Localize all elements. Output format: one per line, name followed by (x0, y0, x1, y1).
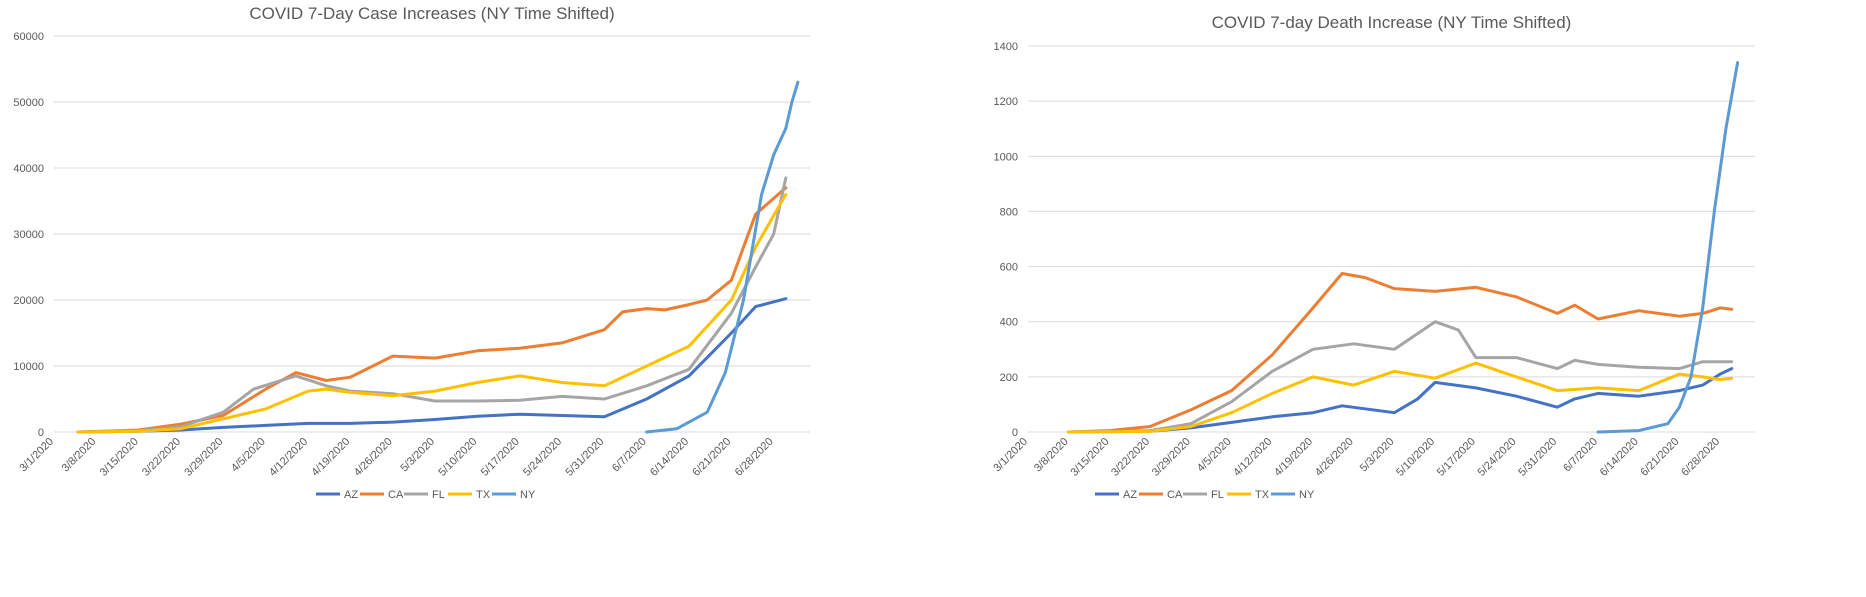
deaths-y-tick-label: 0 (1012, 427, 1018, 439)
deaths-series-ca-line (1067, 272, 1734, 434)
deaths-series-fl-line (1067, 320, 1734, 434)
cases-y-tick-label: 60000 (13, 31, 44, 43)
deaths-y-tick-label: 1200 (994, 96, 1018, 108)
cases-x-tick-label: 4/19/2020 (309, 436, 352, 479)
cases-x-tick-label: 5/17/2020 (479, 436, 522, 479)
cases-x-tick-label: 3/29/2020 (182, 436, 225, 479)
deaths-x-tick-label: 5/3/2020 (1358, 436, 1397, 475)
deaths-legend-label-ny: NY (1299, 489, 1315, 501)
deaths-x-tick-label: 5/10/2020 (1394, 436, 1437, 479)
deaths-x-tick-label: 4/5/2020 (1195, 436, 1234, 475)
deaths-legend-label-fl: FL (1211, 489, 1224, 501)
deaths-y-tick-label: 400 (1000, 317, 1018, 329)
deaths-x-tick-label: 6/14/2020 (1598, 436, 1641, 479)
cases-x-tick-label: 6/14/2020 (648, 436, 691, 479)
deaths-x-tick-label: 4/12/2020 (1231, 436, 1274, 479)
deaths-series-ny-line (1596, 61, 1740, 434)
cases-x-tick-label: 5/3/2020 (398, 436, 437, 475)
cases-x-tick-label: 3/8/2020 (60, 436, 99, 475)
deaths-chart-title: COVID 7-day Death Increase (NY Time Shif… (1212, 13, 1572, 32)
deaths-x-tick-label: 6/7/2020 (1561, 436, 1600, 475)
cases-x-tick-label: 6/28/2020 (733, 436, 776, 479)
cases-y-tick-label: 20000 (13, 295, 44, 307)
cases-legend-label-az: AZ (344, 489, 358, 501)
cases-series-az-line (76, 297, 788, 434)
deaths-series-az-line (1067, 367, 1734, 434)
chart-panel-cases: COVID 7-Day Case Increases (NY Time Shif… (13, 4, 810, 501)
cases-y-tick-label: 30000 (13, 229, 44, 241)
deaths-y-tick-label: 200 (1000, 372, 1018, 384)
deaths-y-tick-label: 1400 (994, 41, 1018, 53)
cases-legend-label-tx: TX (476, 489, 491, 501)
deaths-x-tick-label: 3/8/2020 (1032, 436, 1071, 475)
deaths-legend-label-az: AZ (1123, 489, 1137, 501)
cases-series-ca-line (76, 186, 788, 434)
deaths-x-tick-label: 3/29/2020 (1150, 436, 1193, 479)
deaths-legend-label-ca: CA (1167, 489, 1183, 501)
chart-panel-deaths: COVID 7-day Death Increase (NY Time Shif… (975, 0, 1866, 597)
cases-x-tick-label: 5/31/2020 (563, 436, 606, 479)
cases-y-tick-label: 50000 (13, 97, 44, 109)
cases-x-tick-label: 3/1/2020 (17, 436, 56, 475)
deaths-x-tick-label: 5/17/2020 (1435, 436, 1478, 479)
cases-y-tick-label: 40000 (13, 163, 44, 175)
cases-series-fl-line (76, 176, 788, 434)
deaths-x-tick-label: 4/26/2020 (1313, 436, 1356, 479)
cases-x-tick-label: 4/12/2020 (267, 436, 310, 479)
cases-x-tick-label: 5/24/2020 (521, 436, 564, 479)
cases-legend-label-ca: CA (388, 489, 404, 501)
deaths-x-tick-label: 4/19/2020 (1272, 436, 1315, 479)
cases-x-tick-label: 4/5/2020 (229, 436, 268, 475)
cases-series-ny-line (645, 80, 800, 434)
cases-x-tick-label: 5/10/2020 (436, 436, 479, 479)
cases-legend-label-fl: FL (432, 489, 445, 501)
deaths-x-tick-label: 3/15/2020 (1068, 436, 1111, 479)
deaths-chart: COVID 7-day Death Increase (NY Time Shif… (991, 13, 1755, 501)
cases-x-tick-label: 3/15/2020 (98, 436, 141, 479)
cases-legend-label-ny: NY (520, 489, 536, 501)
deaths-y-tick-label: 1000 (994, 151, 1018, 163)
deaths-y-tick-label: 600 (1000, 262, 1018, 274)
cases-x-tick-label: 4/26/2020 (352, 436, 395, 479)
deaths-x-tick-label: 3/1/2020 (991, 436, 1030, 475)
deaths-x-tick-label: 5/31/2020 (1516, 436, 1559, 479)
cases-chart: COVID 7-Day Case Increases (NY Time Shif… (13, 4, 810, 501)
cases-x-tick-label: 6/7/2020 (610, 436, 649, 475)
cases-y-tick-label: 10000 (13, 361, 44, 373)
cases-y-tick-label: 0 (38, 427, 44, 439)
deaths-y-tick-label: 800 (1000, 206, 1018, 218)
deaths-x-tick-label: 3/22/2020 (1109, 436, 1152, 479)
cases-chart-title: COVID 7-Day Case Increases (NY Time Shif… (249, 4, 614, 23)
cases-x-tick-label: 3/22/2020 (140, 436, 183, 479)
deaths-x-tick-label: 6/28/2020 (1679, 436, 1722, 479)
cases-series-tx-line (76, 192, 788, 434)
deaths-legend-label-tx: TX (1255, 489, 1270, 501)
deaths-x-tick-label: 6/21/2020 (1638, 436, 1681, 479)
deaths-x-tick-label: 5/24/2020 (1476, 436, 1519, 479)
cases-x-tick-label: 6/21/2020 (690, 436, 733, 479)
deaths-series-tx-line (1067, 361, 1734, 434)
